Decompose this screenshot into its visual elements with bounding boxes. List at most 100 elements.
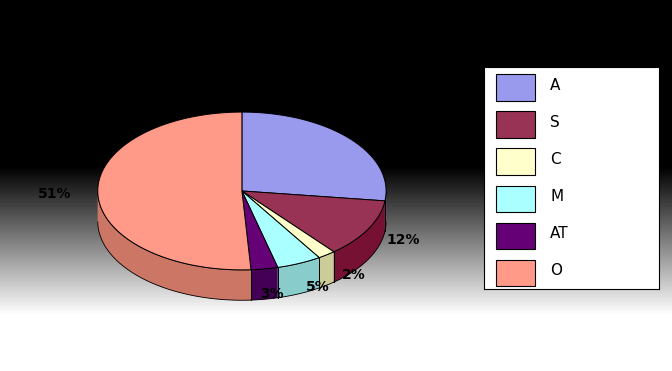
Polygon shape xyxy=(185,263,187,294)
Bar xyxy=(496,111,534,138)
Bar xyxy=(496,148,534,175)
Text: 27%: 27% xyxy=(366,116,399,130)
Polygon shape xyxy=(111,224,112,255)
Polygon shape xyxy=(242,191,278,270)
Polygon shape xyxy=(251,267,278,300)
Polygon shape xyxy=(237,270,239,300)
Polygon shape xyxy=(210,268,212,299)
Polygon shape xyxy=(242,191,334,257)
Polygon shape xyxy=(175,261,177,292)
Polygon shape xyxy=(127,239,129,270)
Polygon shape xyxy=(218,269,221,299)
Polygon shape xyxy=(115,228,116,260)
Text: 12%: 12% xyxy=(387,233,421,247)
Polygon shape xyxy=(247,270,249,300)
Polygon shape xyxy=(203,267,205,298)
Polygon shape xyxy=(161,256,163,287)
Polygon shape xyxy=(132,242,133,273)
Bar xyxy=(496,74,534,101)
Polygon shape xyxy=(106,218,107,249)
Polygon shape xyxy=(118,232,120,263)
Polygon shape xyxy=(126,238,127,269)
Polygon shape xyxy=(129,240,130,271)
Polygon shape xyxy=(228,269,230,300)
Polygon shape xyxy=(122,235,123,266)
Polygon shape xyxy=(169,259,171,290)
Polygon shape xyxy=(233,270,235,300)
Polygon shape xyxy=(235,270,237,300)
Polygon shape xyxy=(230,270,233,300)
Polygon shape xyxy=(385,191,386,231)
Polygon shape xyxy=(181,263,183,293)
Polygon shape xyxy=(187,264,190,295)
Polygon shape xyxy=(114,227,115,259)
Polygon shape xyxy=(159,256,161,286)
Polygon shape xyxy=(165,257,167,289)
Polygon shape xyxy=(190,265,192,295)
Text: Población Estudiantil según
procedencia Geográfica: Población Estudiantil según procedencia … xyxy=(17,11,453,75)
Polygon shape xyxy=(179,262,181,293)
Polygon shape xyxy=(134,244,136,275)
Polygon shape xyxy=(242,270,244,300)
Text: 5%: 5% xyxy=(306,280,329,293)
Polygon shape xyxy=(110,223,111,254)
Polygon shape xyxy=(223,269,226,300)
Text: 3%: 3% xyxy=(260,287,284,301)
Polygon shape xyxy=(239,270,242,300)
Polygon shape xyxy=(183,263,185,294)
Text: A: A xyxy=(550,78,560,93)
Polygon shape xyxy=(116,229,117,261)
Polygon shape xyxy=(97,112,251,270)
Polygon shape xyxy=(157,255,159,286)
Text: O: O xyxy=(550,263,562,278)
Text: 2%: 2% xyxy=(342,268,366,282)
Polygon shape xyxy=(133,243,134,274)
Polygon shape xyxy=(177,262,179,292)
Polygon shape xyxy=(334,201,385,282)
Polygon shape xyxy=(142,248,144,279)
Polygon shape xyxy=(130,241,132,272)
Text: 51%: 51% xyxy=(38,187,71,201)
Polygon shape xyxy=(153,253,155,284)
Polygon shape xyxy=(198,266,200,297)
Polygon shape xyxy=(221,269,223,299)
Polygon shape xyxy=(141,247,142,279)
Polygon shape xyxy=(319,252,334,288)
Polygon shape xyxy=(109,221,110,253)
Polygon shape xyxy=(155,254,157,285)
Polygon shape xyxy=(105,215,106,247)
Polygon shape xyxy=(140,246,141,278)
Polygon shape xyxy=(242,112,386,201)
Polygon shape xyxy=(151,252,153,283)
Polygon shape xyxy=(212,268,214,299)
Polygon shape xyxy=(226,269,228,300)
Polygon shape xyxy=(163,257,165,288)
Polygon shape xyxy=(173,260,175,291)
Polygon shape xyxy=(242,191,319,267)
Polygon shape xyxy=(214,268,216,299)
Polygon shape xyxy=(136,244,138,276)
Bar xyxy=(496,186,534,212)
Text: C: C xyxy=(550,152,561,167)
Polygon shape xyxy=(146,250,148,281)
Polygon shape xyxy=(196,266,198,296)
Text: M: M xyxy=(550,189,563,204)
Polygon shape xyxy=(150,252,151,283)
Polygon shape xyxy=(205,267,207,298)
Polygon shape xyxy=(278,257,319,298)
Bar xyxy=(496,260,534,286)
Polygon shape xyxy=(107,219,108,250)
Polygon shape xyxy=(167,258,169,289)
Polygon shape xyxy=(138,246,140,277)
Text: AT: AT xyxy=(550,226,569,241)
Polygon shape xyxy=(148,251,150,282)
Polygon shape xyxy=(171,260,173,290)
Polygon shape xyxy=(124,237,126,268)
Polygon shape xyxy=(242,191,385,252)
Polygon shape xyxy=(123,236,124,267)
Polygon shape xyxy=(249,270,251,300)
Polygon shape xyxy=(104,214,105,246)
Polygon shape xyxy=(207,267,210,298)
Polygon shape xyxy=(120,234,122,265)
Polygon shape xyxy=(144,249,146,280)
